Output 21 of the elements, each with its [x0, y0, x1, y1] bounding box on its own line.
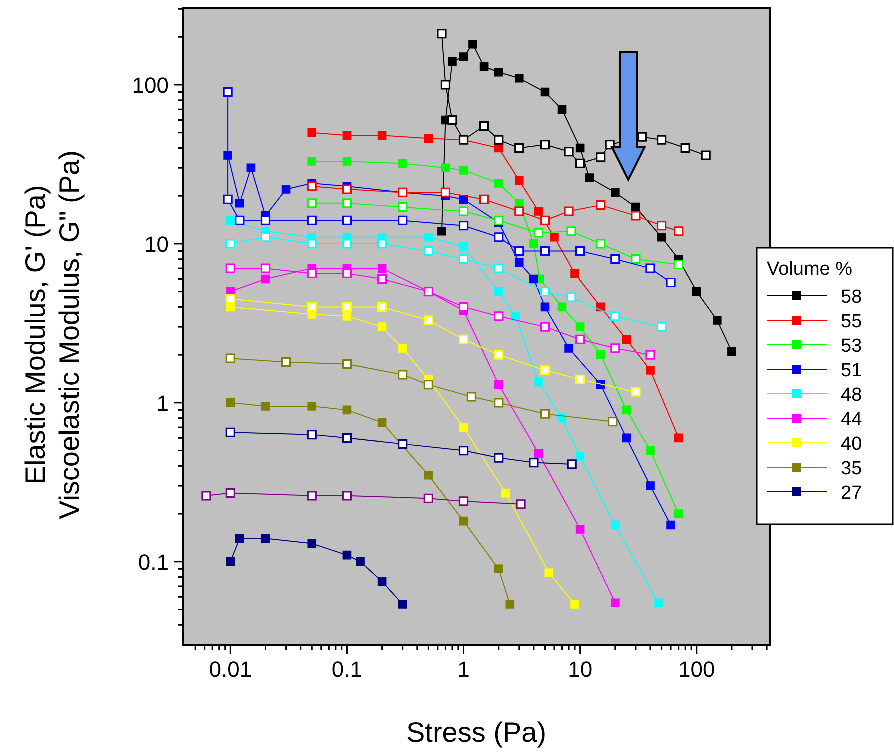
legend-label: 51 [841, 360, 862, 382]
legend-title: Volume % [767, 259, 853, 280]
legend-label: 44 [841, 410, 863, 430]
legend-label: 48 [841, 385, 862, 406]
y-tick-label: 0.1 [138, 550, 169, 575]
y-tick-label: 1 [156, 390, 169, 416]
legend-label: 53 [841, 336, 862, 357]
x-tick-label: 0.1 [332, 657, 363, 682]
legend-label: 35 [841, 458, 862, 480]
x-axis-title: Stress (Pa) [406, 717, 547, 748]
x-tick-label: 0.01 [209, 657, 252, 682]
y-tick-label: 100 [132, 72, 169, 98]
x-tick-label: 10 [568, 657, 593, 682]
x-tick-label: 1 [458, 657, 470, 682]
legend-label: 27 [841, 483, 862, 504]
y-axis-title: Elastic Modulus, G' (Pa) Viscoelastic Modulus, G" (Pa) [20, 150, 85, 520]
legend-label: 40 [841, 434, 862, 455]
y-tick-label: 10 [144, 232, 169, 257]
x-tick-label: 100 [678, 657, 716, 682]
legend-label: 58 [841, 287, 862, 308]
legend-label: 55 [841, 312, 862, 332]
